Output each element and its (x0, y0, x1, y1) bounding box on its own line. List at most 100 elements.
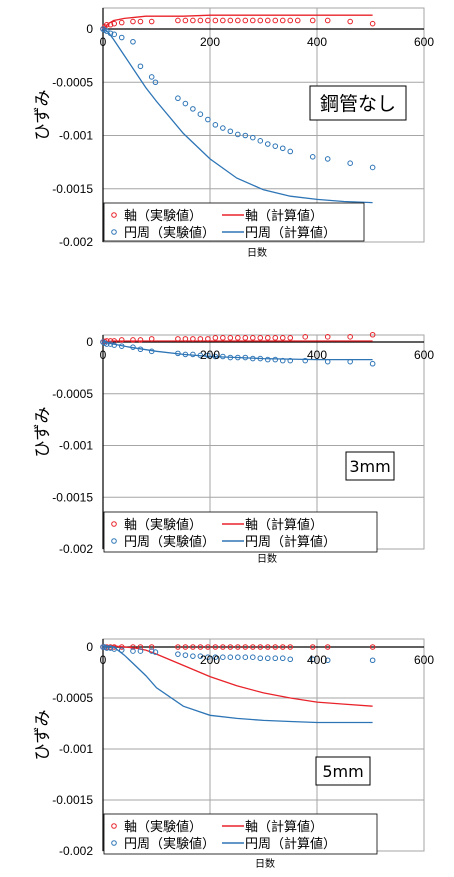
data-point (111, 31, 118, 38)
legend-label: 軸（実験値） (124, 517, 202, 533)
data-point (242, 644, 249, 650)
series-line (102, 340, 373, 343)
data-point (324, 17, 331, 24)
legend-label: 軸（計算値） (245, 517, 323, 533)
x-tick-label: 400 (307, 653, 327, 667)
legend-marker (111, 229, 117, 235)
data-point (369, 331, 376, 338)
data-point (242, 654, 249, 661)
data-point (287, 656, 294, 663)
data-point (347, 334, 353, 340)
legend-entry: 円周（実験値） (111, 534, 215, 550)
specimen-tag-text: 鋼管なし (320, 93, 396, 115)
data-point (220, 335, 226, 341)
calc-line-circ (102, 645, 373, 724)
data-point (235, 644, 241, 650)
data-point (148, 644, 155, 650)
legend: 軸（実験値） 軸（計算値） 円周（実験値） 円周（計算値） (103, 511, 378, 553)
legend-marker (111, 823, 117, 829)
data-point (264, 17, 271, 24)
x-axis-label: 日数 (247, 246, 267, 259)
data-point (118, 337, 125, 343)
data-point (148, 648, 155, 654)
data-point (369, 657, 376, 664)
exp-points-circ (100, 644, 376, 664)
data-point (227, 128, 234, 135)
data-point (264, 335, 271, 341)
series-line (102, 645, 373, 724)
legend-entry: 円周（計算値） (222, 225, 336, 241)
strain-chart-no-steel-pipe: 0 -0.0005 -0.001 -0.0015 -0.002 0 200 400 600 ひずみ… (33, 7, 434, 259)
calc-line-circ (102, 341, 373, 361)
data-point (175, 651, 181, 657)
data-point (287, 335, 294, 341)
series-line (102, 341, 373, 361)
data-point (152, 649, 159, 655)
data-point (212, 644, 219, 650)
data-point (250, 134, 256, 141)
data-point (264, 356, 271, 363)
legend-marker (111, 521, 117, 527)
data-point (175, 17, 181, 24)
data-point (369, 360, 376, 367)
legend-label: 円周（実験値） (124, 225, 215, 241)
data-point (242, 335, 249, 341)
legend-label: 円周（計算値） (245, 534, 336, 550)
data-point (324, 334, 331, 340)
data-point (235, 654, 241, 661)
x-tick-label: 0 (100, 35, 107, 49)
data-point (137, 63, 144, 70)
exp-points-circ (100, 26, 376, 171)
x-tick-label: 200 (200, 348, 220, 362)
data-point (369, 20, 376, 27)
data-point (279, 17, 286, 24)
y-tick-label: -0.0015 (52, 182, 93, 196)
data-point (118, 19, 125, 26)
data-point (227, 644, 234, 650)
data-point (250, 335, 256, 341)
legend-label: 軸（実験値） (124, 208, 202, 224)
legend-entry: 円周（計算値） (222, 836, 336, 852)
legend-entry: 円周（実験値） (111, 225, 215, 241)
calc-line-axial (102, 645, 373, 707)
data-point (182, 644, 189, 650)
y-tick-label: 0 (86, 640, 93, 654)
data-point (250, 654, 256, 661)
y-axis-label: ひずみ (33, 407, 53, 458)
legend-marker (111, 212, 117, 218)
data-point (182, 652, 189, 658)
y-tick-label: -0.002 (59, 844, 93, 858)
data-point (205, 644, 211, 650)
calc-line-axial (102, 340, 373, 343)
y-tick-label: 0 (86, 335, 93, 349)
data-point (279, 145, 286, 152)
specimen-tag-text: 5mm (322, 762, 363, 781)
y-tick-label: -0.0005 (52, 75, 93, 89)
data-point (235, 335, 241, 341)
legend-entry: 軸（実験値） (111, 208, 202, 224)
data-point (287, 17, 294, 24)
y-tick-label: -0.001 (59, 129, 93, 143)
data-point (220, 654, 226, 661)
data-point (227, 17, 234, 24)
calc-line-axial (102, 14, 373, 30)
x-tick-label: 600 (414, 35, 434, 49)
data-point (175, 644, 181, 650)
specimen-tag-text: 3mm (349, 457, 390, 476)
x-axis-label: 日数 (257, 552, 277, 565)
data-point (235, 131, 241, 138)
legend-entry: 軸（計算値） (222, 208, 323, 224)
legend-label: 円周（実験値） (124, 534, 215, 550)
data-point (347, 18, 353, 25)
y-tick-label: -0.002 (59, 235, 93, 249)
data-point (107, 645, 114, 651)
strain-chart-3mm: 0 -0.0005 -0.001 -0.0015 -0.002 0 200 400 600 ひずみ… (33, 331, 434, 565)
legend-entry: 円周（計算値） (222, 534, 336, 550)
data-point (197, 653, 204, 659)
data-point (205, 17, 211, 24)
legend: 軸（実験値） 軸（計算値） 円周（実験値） 円周（計算値） (103, 202, 365, 242)
data-point (220, 644, 226, 650)
data-point (279, 644, 286, 650)
strain-chart-5mm: 0 -0.0005 -0.001 -0.0015 -0.002 0 200 400 600 ひずみ… (33, 638, 434, 870)
data-point (279, 655, 286, 662)
